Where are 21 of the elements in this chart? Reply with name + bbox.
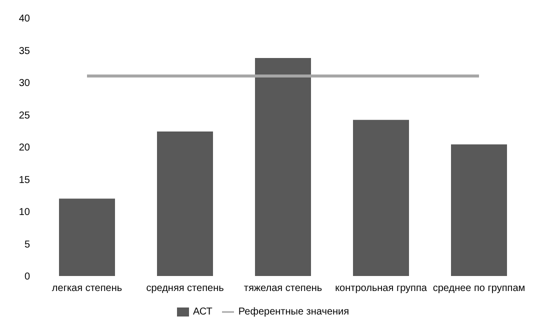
legend-label: АСТ <box>192 306 212 318</box>
y-tick-label: 25 <box>18 110 30 122</box>
bar <box>451 144 507 276</box>
bar <box>353 120 409 276</box>
y-tick-label: 5 <box>24 239 30 250</box>
x-tick-label: контрольная группа <box>335 283 428 294</box>
y-tick-label: 10 <box>18 207 30 218</box>
bar <box>157 132 213 276</box>
x-tick-label: среднее по группам <box>432 283 526 294</box>
legend-label: Референтные значения <box>238 306 350 318</box>
bar <box>255 58 311 276</box>
y-tick-label: 30 <box>18 78 30 90</box>
x-tick-label: легкая степень <box>52 283 122 294</box>
y-tick-label: 15 <box>18 174 30 186</box>
x-tick-label: средняя степень <box>146 283 224 294</box>
y-tick-label: 40 <box>18 14 30 25</box>
x-tick-label: тяжелая степень <box>244 283 322 294</box>
y-tick-label: 20 <box>18 142 30 154</box>
bar <box>59 198 115 276</box>
y-tick-label: 0 <box>24 272 30 283</box>
y-tick-label: 35 <box>18 46 30 57</box>
